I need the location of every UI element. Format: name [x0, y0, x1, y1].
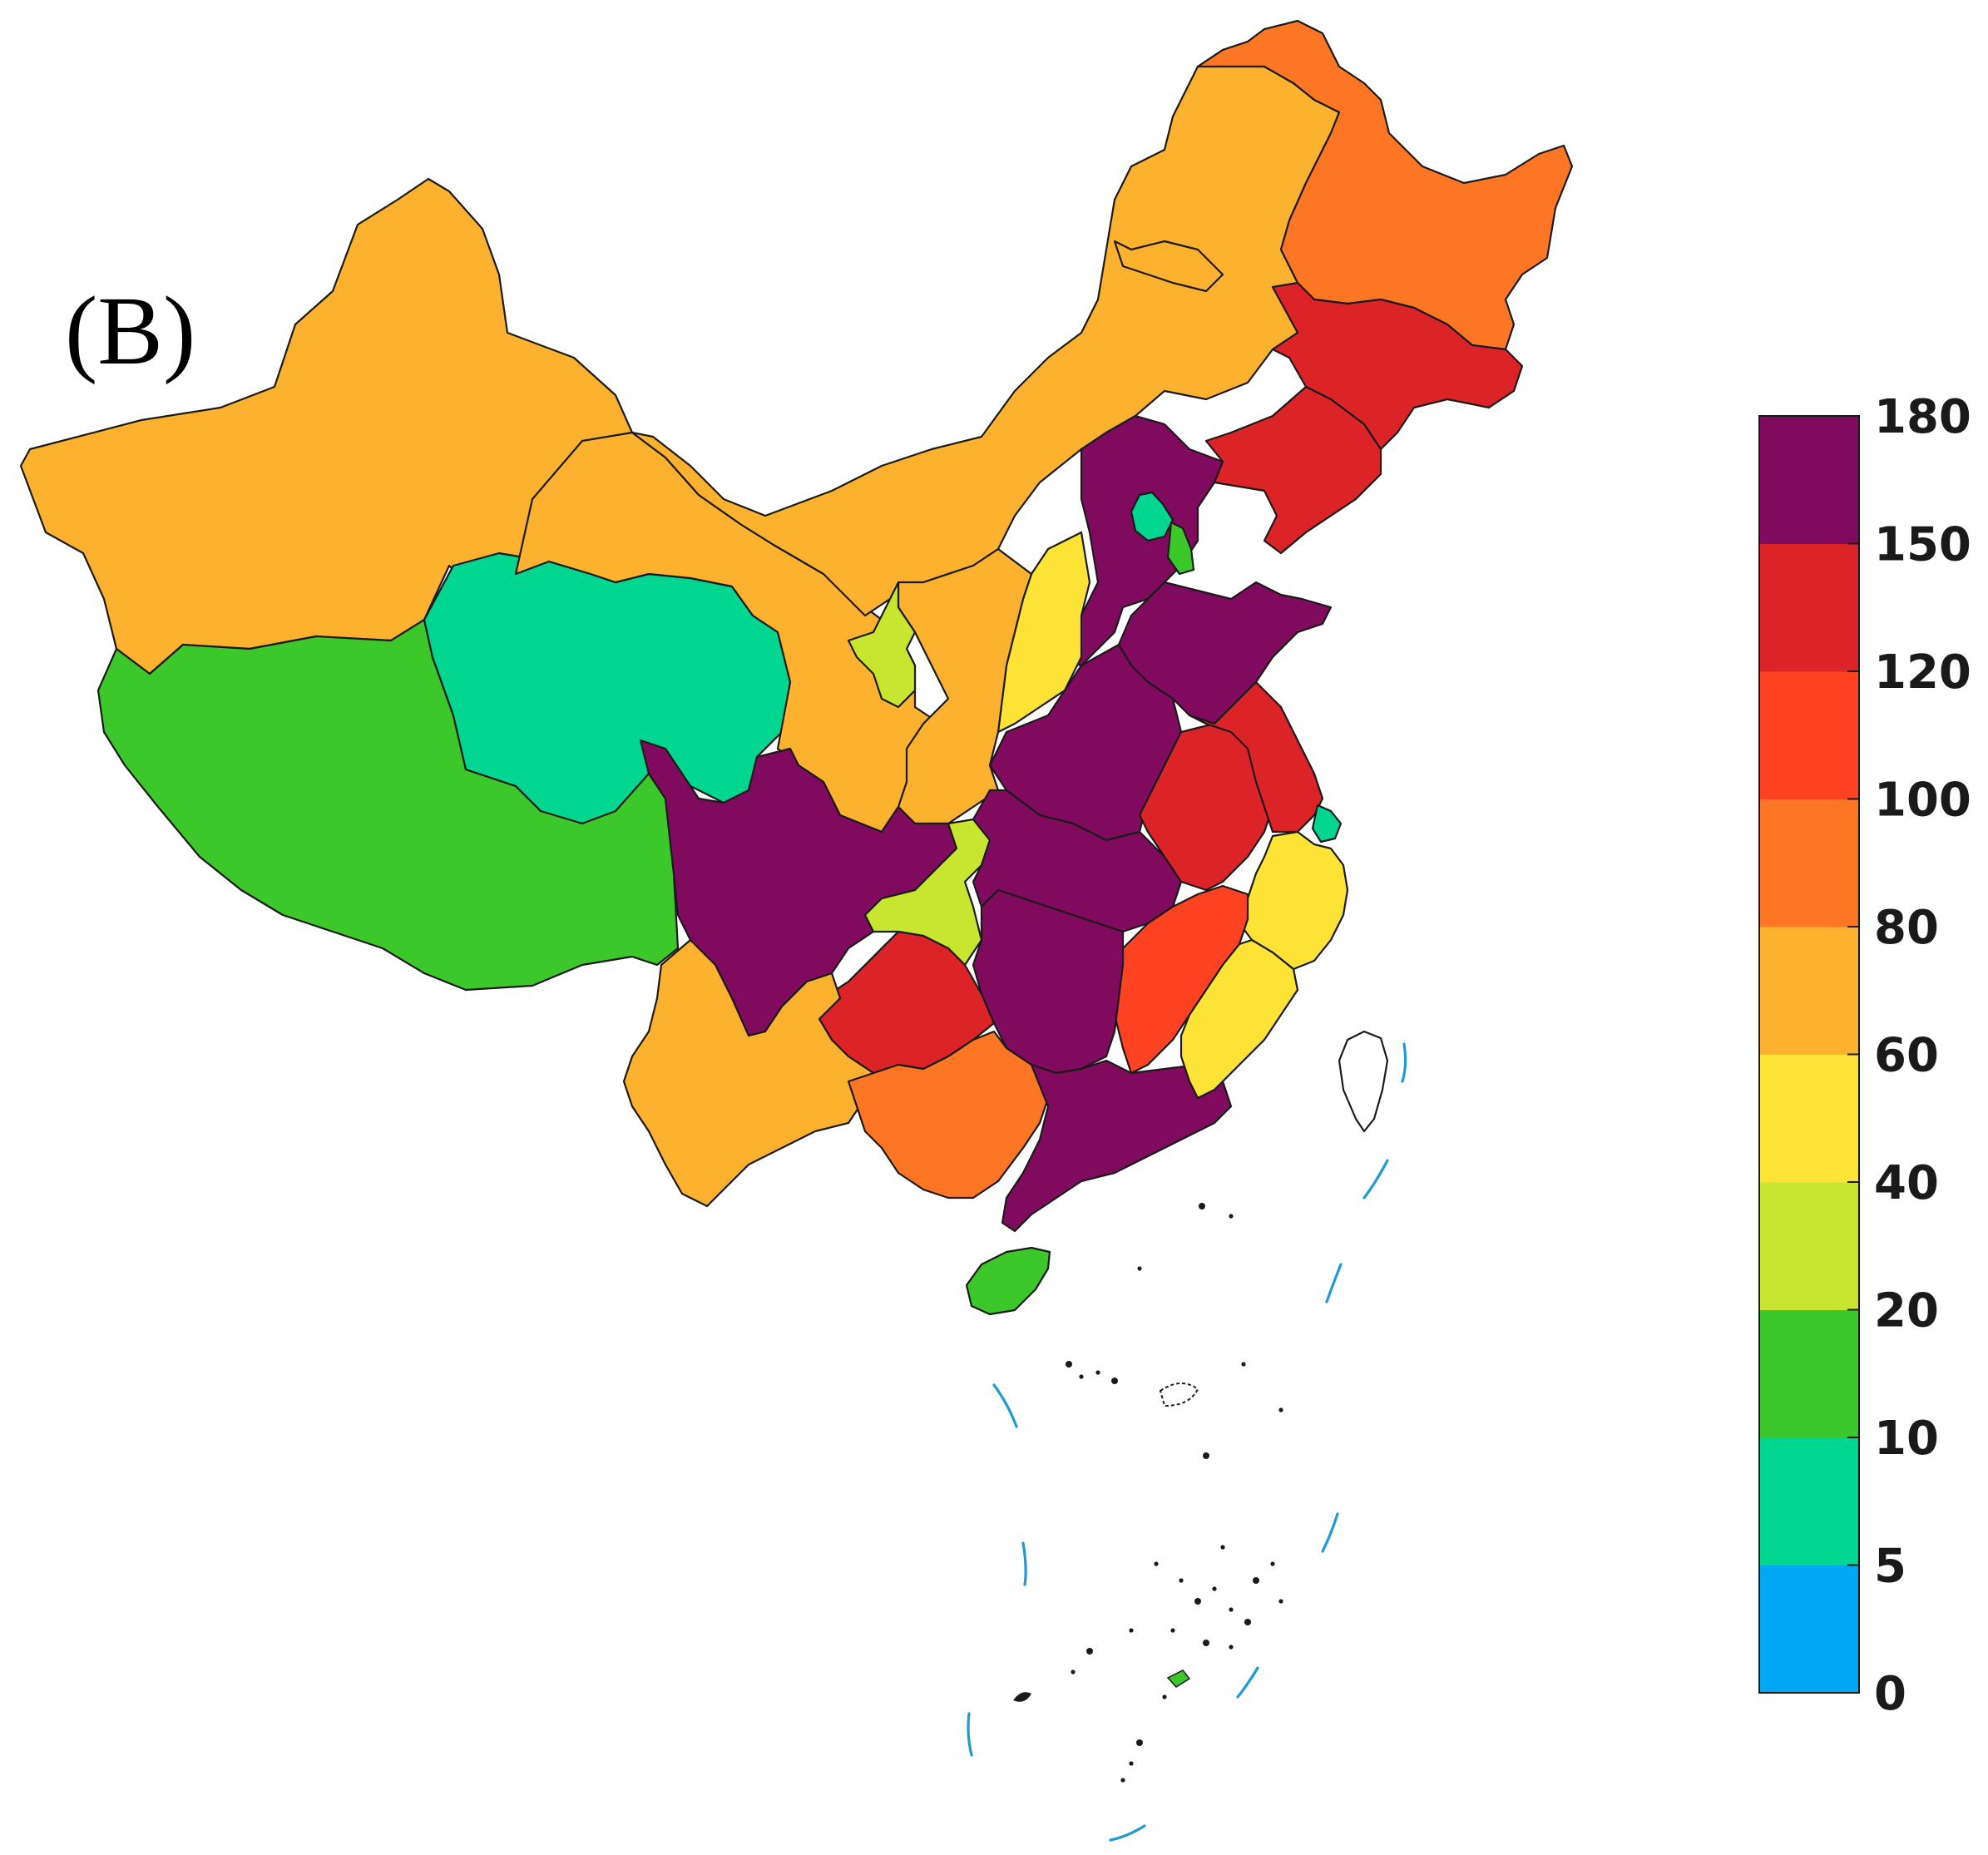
- nine-dash-line-5: [1236, 1666, 1259, 1699]
- legend-bin-5-10: [1759, 1437, 1859, 1566]
- legend-bins: [1759, 416, 1859, 1694]
- island-reef: [1159, 1383, 1199, 1407]
- nine-dash-line-7: [967, 1712, 973, 1757]
- island-dot: [1129, 1628, 1134, 1633]
- island-dot: [1244, 1619, 1251, 1625]
- island-dot: [1229, 1607, 1234, 1612]
- legend-tick-label: 5: [1874, 1540, 1906, 1594]
- region-tianjin: [1166, 521, 1195, 576]
- island-dot: [1241, 1362, 1246, 1367]
- south-china-sea-islands: [967, 1042, 1407, 1842]
- legend-tick-label: 40: [1874, 1156, 1939, 1210]
- island-dots: [1066, 1203, 1283, 1783]
- island-dot: [1179, 1578, 1184, 1583]
- nine-dash-line-6: [1109, 1824, 1146, 1842]
- legend-bin-100-120: [1759, 671, 1859, 799]
- nine-dash-line-4: [1321, 1512, 1339, 1553]
- island-dot: [1111, 1378, 1118, 1384]
- legend-tick-label: 120: [1874, 646, 1971, 700]
- legend-ticks: 0 5 10 20 40 60 80 100 120 150 180: [1847, 390, 1971, 1721]
- island-black-1: [1013, 1692, 1031, 1702]
- island-dot: [1199, 1203, 1205, 1209]
- island-dot: [1137, 1266, 1142, 1271]
- legend-tick-label: 150: [1874, 518, 1971, 572]
- legend-bin-80-100: [1759, 799, 1859, 928]
- island-dot: [1162, 1694, 1167, 1699]
- region-beijing: [1130, 491, 1175, 542]
- panel-label: (B): [65, 276, 196, 385]
- island-dot: [1120, 1778, 1125, 1783]
- nine-dash-line-8: [1021, 1541, 1027, 1586]
- region-zhejiang: [1238, 830, 1349, 971]
- nine-dash-line-2: [1362, 1159, 1389, 1200]
- legend-tick-label: 80: [1874, 901, 1939, 955]
- island-dot: [1229, 1214, 1234, 1219]
- legend-tick-label: 180: [1874, 390, 1971, 444]
- legend-bin-40-60: [1759, 1054, 1859, 1183]
- island-dot: [1278, 1407, 1283, 1412]
- nine-dash-line-9: [992, 1383, 1018, 1428]
- legend-bin-0-5: [1759, 1565, 1859, 1694]
- island-dot: [1079, 1374, 1084, 1379]
- nine-dash-line-3: [1325, 1263, 1343, 1303]
- legend-bin-20-40: [1759, 1182, 1859, 1310]
- island-dot: [1170, 1628, 1175, 1633]
- province-layer: [19, 19, 1574, 1316]
- color-legend: 0 5 10 20 40 60 80 100 120 150 180: [1758, 390, 1971, 1721]
- island-dot: [1066, 1361, 1072, 1368]
- region-guangdong: [1001, 1059, 1233, 1233]
- island-dot: [1203, 1452, 1209, 1459]
- region-shanghai: [1311, 804, 1343, 843]
- region-jiangsu: [1188, 680, 1324, 834]
- legend-bin-60-80: [1759, 927, 1859, 1055]
- island-dot: [1270, 1561, 1275, 1566]
- island-dot: [1071, 1670, 1076, 1674]
- region-heilongjiang: [1196, 19, 1574, 351]
- island-dot: [1086, 1648, 1093, 1655]
- region-fujian: [1179, 938, 1299, 1100]
- legend-bin-10-20: [1759, 1309, 1859, 1438]
- region-ningxia: [847, 581, 917, 709]
- legend-tick-label: 20: [1874, 1284, 1939, 1338]
- legend-tick-label: 10: [1874, 1412, 1939, 1466]
- region-liaoning: [1204, 385, 1382, 555]
- island-green-small: [1166, 1670, 1191, 1688]
- island-dot: [1229, 1645, 1234, 1650]
- region-tibet: [96, 618, 680, 992]
- island-dot: [1194, 1598, 1201, 1605]
- island-dot: [1253, 1577, 1259, 1584]
- legend-tick-label: 100: [1874, 774, 1971, 828]
- legend-tick-label: 0: [1874, 1667, 1906, 1721]
- island-dot: [1136, 1739, 1143, 1746]
- island-dot: [1203, 1640, 1209, 1646]
- legend-bin-120-150: [1759, 543, 1859, 672]
- nine-dash-line-1: [1401, 1042, 1407, 1083]
- island-dot: [1154, 1561, 1159, 1566]
- region-jilin: [1271, 281, 1524, 451]
- island-dot: [1278, 1599, 1283, 1604]
- island-dot: [1129, 1761, 1134, 1766]
- region-yunnan: [622, 938, 875, 1208]
- legend-tick-label: 60: [1874, 1029, 1939, 1083]
- region-hainan: [965, 1246, 1051, 1316]
- legend-bin-150-180: [1759, 416, 1859, 544]
- region-taiwan: [1338, 1030, 1389, 1133]
- island-dot: [1212, 1586, 1217, 1591]
- island-dot: [1220, 1545, 1225, 1550]
- island-dot: [1095, 1370, 1100, 1375]
